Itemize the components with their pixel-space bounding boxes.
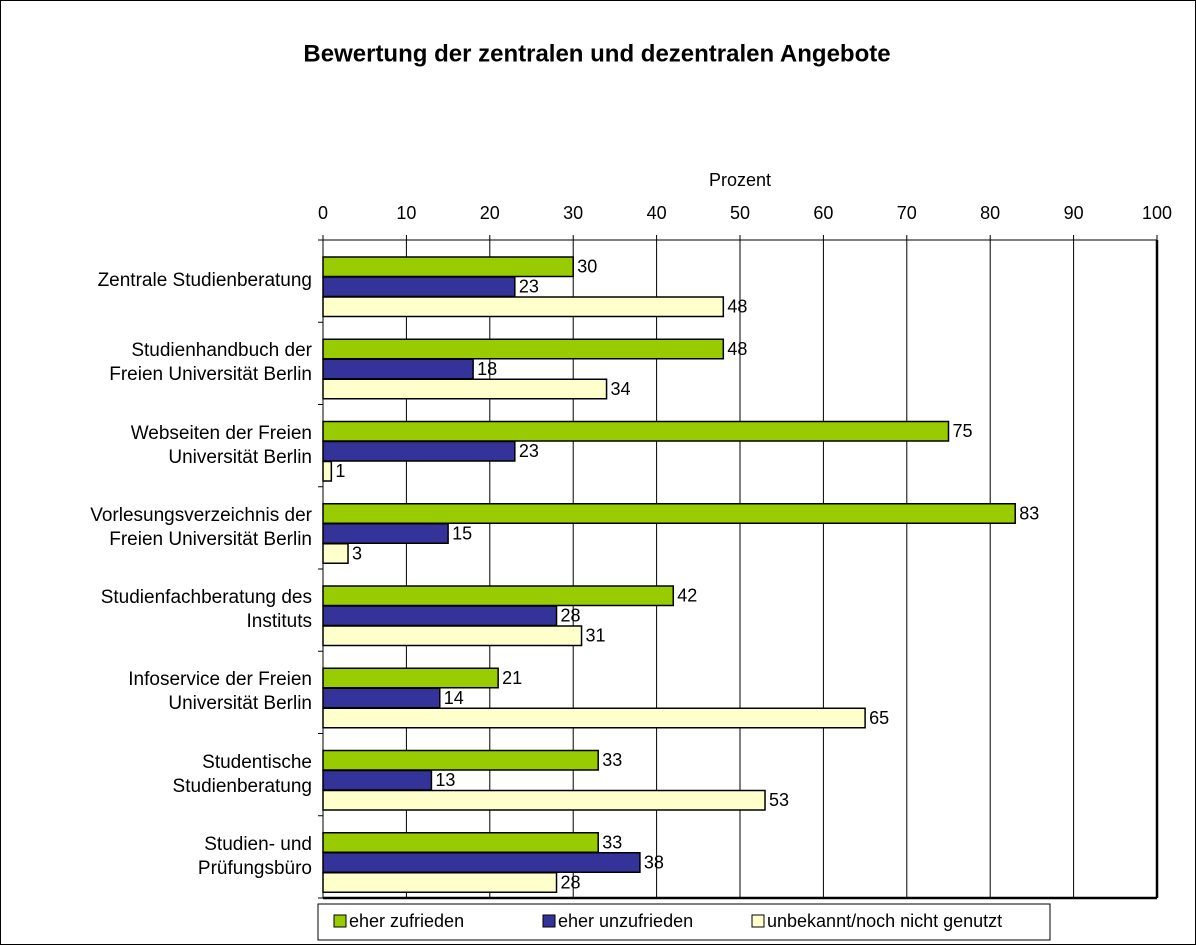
y-tick-label: Studienfachberatung des Instituts [100,587,312,633]
y-tick-label: Studentische Studienberatung [172,751,312,797]
x-tick-label: 30 [563,203,583,223]
bar [322,276,516,298]
bar [322,832,599,853]
bar [322,749,599,771]
value-label: 15 [452,523,472,543]
legend-label: eher unzufrieden [558,911,693,931]
bar [322,769,433,791]
value-label: 53 [769,790,789,810]
y-tick-label: Vorlesungsverzeichnis der Freien Univers… [90,504,312,550]
value-label: 33 [602,750,622,770]
bar [322,338,725,360]
bar [322,296,725,318]
legend-swatch [542,914,556,928]
x-axis-label: Prozent [709,170,771,190]
value-label: 38 [644,852,664,872]
bar [322,460,333,482]
bar [322,523,449,544]
x-tick-label: 60 [813,203,833,223]
legend-label: eher zufrieden [349,911,464,931]
value-label: 13 [435,770,455,790]
value-label: 23 [519,441,539,461]
x-tick-label: 10 [396,203,416,223]
chart-title: Bewertung der zentralen und dezentralen … [303,40,890,67]
bar [322,256,574,278]
value-label: 18 [477,359,497,379]
x-tick-label: 100 [1142,203,1172,223]
bar [322,358,474,380]
bar [322,440,516,462]
value-label: 33 [602,832,622,852]
legend [317,903,1051,941]
x-tick-label: 0 [318,203,328,223]
x-tick-label: 40 [647,203,667,223]
value-label: 14 [444,688,464,708]
value-label: 28 [561,606,581,626]
x-tick-label: 90 [1064,203,1084,223]
bar [322,789,766,811]
legend-label: unbekannt/noch nicht genutzt [767,911,1002,931]
bar [322,852,641,873]
legend-swatch [751,914,765,928]
bar [322,667,499,689]
value-label: 23 [519,277,539,297]
bar [322,585,675,607]
bar [322,625,583,647]
bar [322,605,558,627]
bar [322,420,950,442]
bar [322,378,608,400]
value-label: 3 [352,543,362,563]
value-label: 48 [727,297,747,317]
legend-swatch [333,914,347,928]
y-tick-label: Infoservice der Freien Universität Berli… [128,669,312,715]
value-label: 75 [953,421,973,441]
bar [322,707,866,729]
value-label: 28 [561,872,581,892]
value-label: 31 [586,626,606,646]
bar [322,872,558,893]
value-label: 1 [335,461,345,481]
bar [322,503,1016,524]
y-tick-label: Studienhandbuch der Freien Universität B… [109,340,312,386]
value-label: 21 [502,668,522,688]
bar [322,687,441,709]
x-tick-label: 70 [897,203,917,223]
value-label: 30 [577,257,597,277]
y-tick-label: Zentrale Studienberatung [97,270,312,292]
value-label: 42 [677,586,697,606]
value-label: 34 [611,379,631,399]
x-tick-label: 20 [480,203,500,223]
x-tick-label: 80 [980,203,1000,223]
bar [322,543,349,564]
y-tick-label: Studien- und Prüfungsbüro [197,833,312,879]
y-tick-label: Webseiten der Freien Universität Berlin [130,422,312,468]
value-label: 48 [727,339,747,359]
x-tick-label: 50 [730,203,750,223]
value-label: 83 [1019,503,1039,523]
value-label: 65 [869,708,889,728]
